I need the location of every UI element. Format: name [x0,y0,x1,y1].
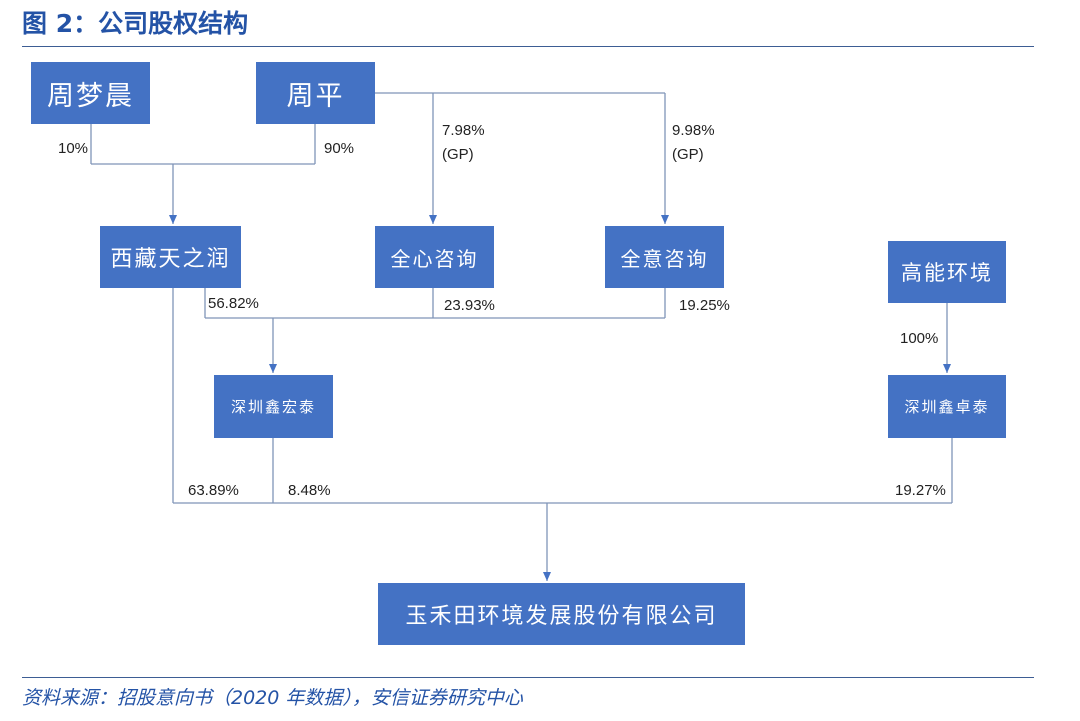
label-zp-to-qx-pct: 7.98% [442,122,485,139]
figure-title: 图 2：公司股权结构 [22,9,249,38]
label-zp-to-qx-gp: (GP) [442,146,474,163]
node-quanyi-zixun: 全意咨询 [605,226,724,288]
node-yuhetian: 玉禾田环境发展股份有限公司 [378,583,745,645]
label-xz-to-xht: 56.82% [208,295,259,312]
source-note: 资料来源：招股意向书（2020 年数据），安信证券研究中心 [22,687,523,709]
label-gn-to-xzt: 100% [900,330,939,347]
label-xzt-to-yht: 19.27% [895,482,946,499]
label-qy-to-xht: 19.25% [679,297,730,314]
label-xz-to-yht: 63.89% [188,482,239,499]
source-divider [22,677,1034,678]
label-zmc-to-xz: 10% [58,140,89,157]
node-xizang-tianzhirun: 西藏天之润 [100,226,241,288]
title-divider [22,46,1034,47]
node-shenzhen-xinzhuotai: 深圳鑫卓泰 [888,375,1006,438]
node-shenzhen-xinhongtai: 深圳鑫宏泰 [214,375,333,438]
label-zp-to-qy-gp: (GP) [672,146,704,163]
node-gaoneng-huanjing: 高能环境 [888,241,1006,303]
label-zp-to-qy-pct: 9.98% [672,122,715,139]
node-zhou-mengchen: 周梦晨 [31,62,150,124]
label-qx-to-xht: 23.93% [444,297,495,314]
label-zp-to-xz: 90% [324,140,355,157]
node-zhou-ping: 周平 [256,62,375,124]
label-xht-to-yht: 8.48% [288,482,331,499]
node-quanxin-zixun: 全心咨询 [375,226,494,288]
